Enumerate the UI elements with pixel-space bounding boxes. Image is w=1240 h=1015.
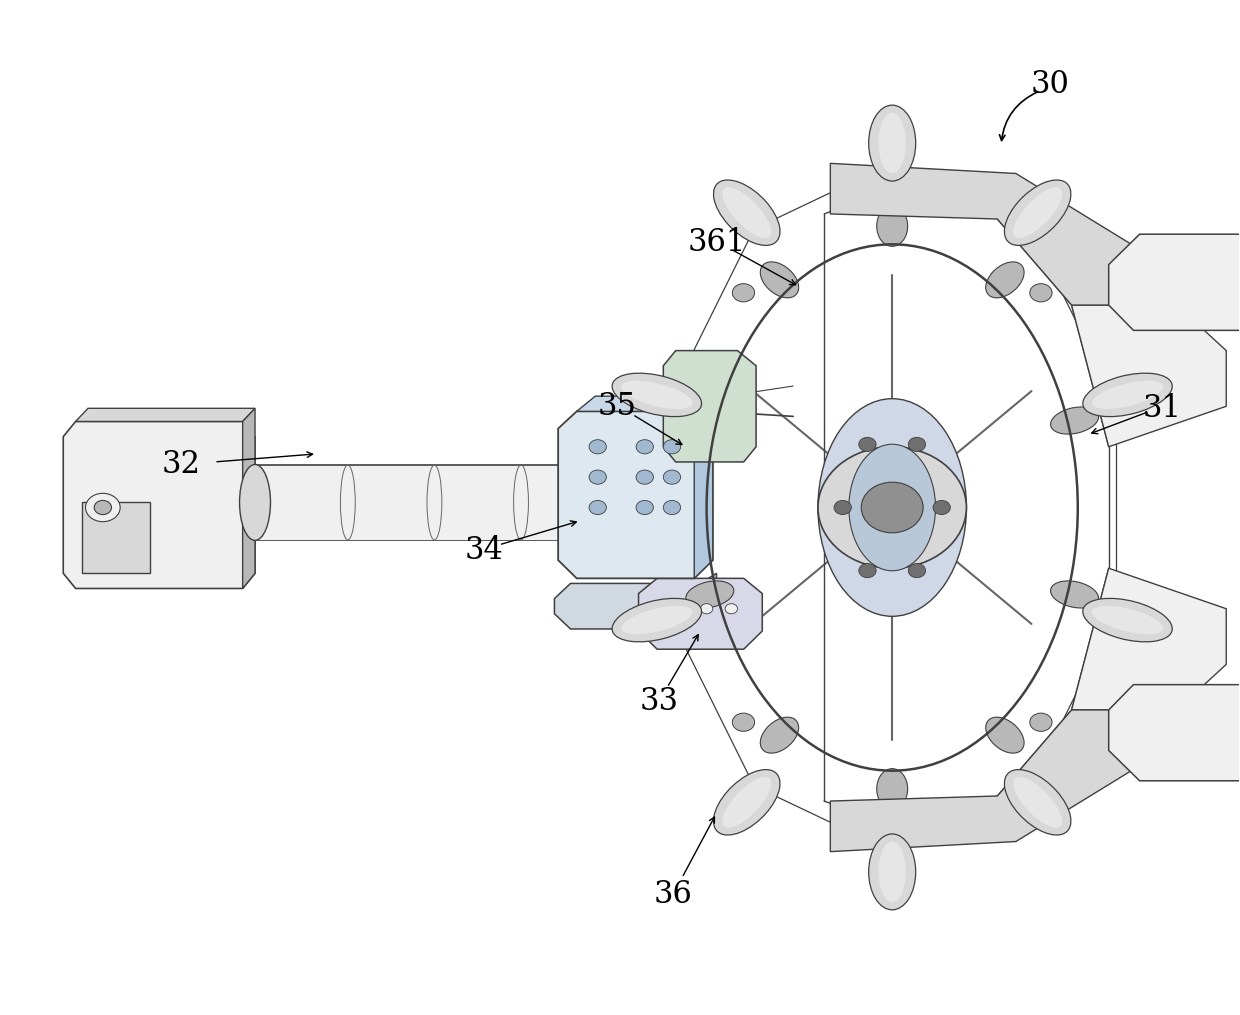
Ellipse shape bbox=[1013, 188, 1063, 239]
Text: 33: 33 bbox=[640, 686, 680, 718]
Text: 36: 36 bbox=[653, 879, 693, 909]
Text: 34: 34 bbox=[465, 535, 503, 565]
Circle shape bbox=[908, 563, 925, 578]
Text: 31: 31 bbox=[1142, 393, 1182, 424]
Circle shape bbox=[86, 493, 120, 522]
Circle shape bbox=[818, 447, 966, 568]
Ellipse shape bbox=[713, 180, 780, 246]
Ellipse shape bbox=[713, 769, 780, 835]
Ellipse shape bbox=[613, 599, 702, 641]
Circle shape bbox=[1029, 283, 1052, 301]
Circle shape bbox=[859, 563, 877, 578]
Circle shape bbox=[94, 500, 112, 515]
Ellipse shape bbox=[1050, 581, 1099, 608]
Ellipse shape bbox=[877, 206, 908, 247]
Circle shape bbox=[636, 439, 653, 454]
Circle shape bbox=[733, 283, 755, 301]
Bar bbox=[82, 502, 150, 573]
Ellipse shape bbox=[239, 465, 270, 540]
Ellipse shape bbox=[723, 188, 771, 239]
Circle shape bbox=[663, 500, 681, 515]
Polygon shape bbox=[1109, 685, 1240, 781]
Ellipse shape bbox=[879, 113, 905, 174]
Polygon shape bbox=[831, 163, 1164, 306]
Ellipse shape bbox=[818, 399, 966, 616]
Ellipse shape bbox=[686, 581, 734, 608]
Ellipse shape bbox=[621, 606, 692, 634]
Polygon shape bbox=[694, 396, 713, 579]
Polygon shape bbox=[554, 573, 717, 629]
Circle shape bbox=[908, 437, 925, 452]
Circle shape bbox=[663, 470, 681, 484]
Ellipse shape bbox=[613, 374, 702, 416]
Text: 361: 361 bbox=[687, 226, 745, 258]
Ellipse shape bbox=[1013, 776, 1063, 827]
Text: 30: 30 bbox=[1032, 69, 1070, 99]
Ellipse shape bbox=[1050, 407, 1099, 434]
Ellipse shape bbox=[869, 106, 915, 181]
Polygon shape bbox=[831, 709, 1164, 852]
Circle shape bbox=[636, 500, 653, 515]
Polygon shape bbox=[243, 408, 255, 589]
Ellipse shape bbox=[686, 407, 734, 434]
Circle shape bbox=[859, 437, 877, 452]
Ellipse shape bbox=[621, 381, 692, 409]
Circle shape bbox=[663, 439, 681, 454]
Circle shape bbox=[1029, 714, 1052, 732]
Polygon shape bbox=[1071, 568, 1226, 709]
Ellipse shape bbox=[1092, 606, 1163, 634]
Circle shape bbox=[589, 470, 606, 484]
Circle shape bbox=[849, 472, 935, 543]
Polygon shape bbox=[76, 408, 255, 421]
Polygon shape bbox=[558, 411, 713, 579]
Ellipse shape bbox=[849, 445, 935, 570]
Polygon shape bbox=[1109, 234, 1240, 330]
Polygon shape bbox=[663, 350, 756, 462]
Ellipse shape bbox=[1004, 180, 1071, 246]
Circle shape bbox=[835, 500, 852, 515]
Polygon shape bbox=[255, 465, 583, 540]
Ellipse shape bbox=[877, 768, 908, 809]
Polygon shape bbox=[1071, 306, 1226, 447]
Circle shape bbox=[862, 482, 923, 533]
Circle shape bbox=[663, 604, 676, 614]
Circle shape bbox=[725, 604, 738, 614]
Ellipse shape bbox=[1004, 769, 1071, 835]
Circle shape bbox=[701, 604, 713, 614]
Ellipse shape bbox=[760, 718, 799, 753]
Ellipse shape bbox=[986, 262, 1024, 297]
Ellipse shape bbox=[723, 776, 771, 827]
Circle shape bbox=[932, 500, 950, 515]
Ellipse shape bbox=[1083, 599, 1172, 641]
Circle shape bbox=[636, 470, 653, 484]
Text: 35: 35 bbox=[598, 391, 637, 422]
Polygon shape bbox=[577, 396, 713, 411]
Polygon shape bbox=[63, 421, 255, 589]
Ellipse shape bbox=[760, 262, 799, 297]
Ellipse shape bbox=[986, 718, 1024, 753]
Polygon shape bbox=[639, 579, 763, 650]
Ellipse shape bbox=[1092, 381, 1163, 409]
Circle shape bbox=[589, 500, 606, 515]
Ellipse shape bbox=[568, 465, 599, 540]
Circle shape bbox=[733, 714, 755, 732]
Text: 32: 32 bbox=[161, 450, 201, 480]
Circle shape bbox=[589, 439, 606, 454]
Ellipse shape bbox=[1083, 374, 1172, 416]
Ellipse shape bbox=[879, 841, 905, 902]
Ellipse shape bbox=[869, 834, 915, 909]
